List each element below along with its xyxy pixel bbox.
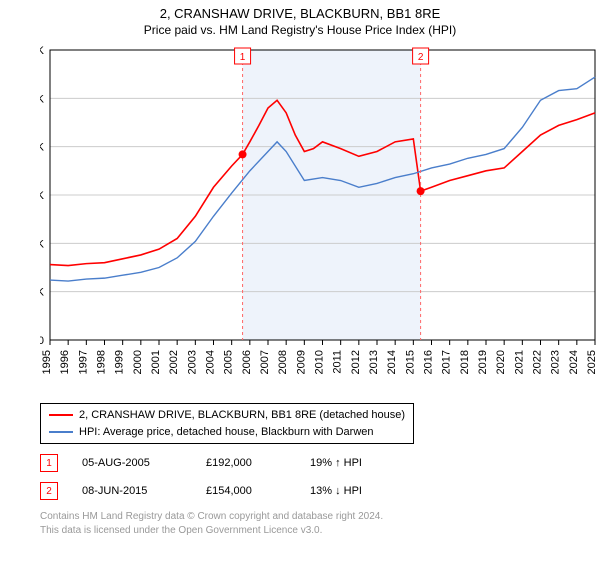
svg-text:2023: 2023 [550,350,562,374]
footer-line-2: This data is licensed under the Open Gov… [40,524,600,538]
svg-text:2011: 2011 [332,350,344,374]
footer: Contains HM Land Registry data © Crown c… [40,510,600,538]
svg-text:£150K: £150K [40,190,45,202]
svg-text:2001: 2001 [150,350,162,374]
svg-text:2024: 2024 [568,350,580,374]
legend-swatch-price-paid [49,414,73,416]
legend-item-price-paid: 2, CRANSHAW DRIVE, BLACKBURN, BB1 8RE (d… [49,407,405,424]
svg-text:2004: 2004 [205,350,217,374]
svg-text:2020: 2020 [495,350,507,374]
svg-text:2008: 2008 [277,350,289,374]
svg-text:2019: 2019 [477,350,489,374]
sale-marker-1: 1 [40,454,58,472]
footer-line-1: Contains HM Land Registry data © Crown c… [40,510,600,524]
sale-marker-2-num: 2 [46,486,52,497]
sale-date-1: 05-AUG-2005 [82,457,182,469]
sale-delta-2: 13% ↓ HPI [310,485,362,497]
svg-text:2003: 2003 [186,350,198,374]
price-chart: £0 £50K £100K £150K £200K £250K £300K 1995 1996 1… [40,45,600,395]
svg-text:2012: 2012 [350,350,362,374]
sale-marker-1-num: 1 [46,458,52,469]
svg-text:1: 1 [240,52,246,63]
svg-text:1995: 1995 [41,350,53,374]
svg-text:£200K: £200K [40,142,45,154]
svg-text:2002: 2002 [168,350,180,374]
legend-label-hpi: HPI: Average price, detached house, Blac… [79,424,374,441]
svg-text:2000: 2000 [132,350,144,374]
sale-price-1: £192,000 [206,457,286,469]
svg-text:2007: 2007 [259,350,271,374]
svg-text:2025: 2025 [586,350,598,374]
legend-swatch-hpi [49,431,73,433]
sale-row-1: 1 05-AUG-2005 £192,000 19% ↑ HPI [40,454,600,472]
svg-text:£0: £0 [40,335,44,347]
sale-marker-2: 2 [40,482,58,500]
svg-text:2006: 2006 [241,350,253,374]
svg-text:1997: 1997 [77,350,89,374]
chart-subtitle: Price paid vs. HM Land Registry's House … [0,23,600,37]
chart-area: £0 £50K £100K £150K £200K £250K £300K 1995 1996 1… [40,45,600,395]
svg-text:2022: 2022 [532,350,544,374]
legend-label-price-paid: 2, CRANSHAW DRIVE, BLACKBURN, BB1 8RE (d… [79,407,405,424]
svg-text:£250K: £250K [40,93,45,105]
svg-text:2010: 2010 [314,350,326,374]
sale-price-2: £154,000 [206,485,286,497]
svg-text:2016: 2016 [423,350,435,374]
sale-delta-1: 19% ↑ HPI [310,457,362,469]
sale-date-2: 08-JUN-2015 [82,485,182,497]
svg-text:2018: 2018 [459,350,471,374]
svg-text:2014: 2014 [386,350,398,374]
svg-text:2017: 2017 [441,350,453,374]
sale-row-2: 2 08-JUN-2015 £154,000 13% ↓ HPI [40,482,600,500]
svg-text:£300K: £300K [40,45,45,57]
svg-text:2021: 2021 [513,350,525,374]
svg-text:1999: 1999 [114,350,126,374]
svg-text:1998: 1998 [96,350,108,374]
chart-title: 2, CRANSHAW DRIVE, BLACKBURN, BB1 8RE [0,6,600,21]
svg-text:2: 2 [418,52,424,63]
legend: 2, CRANSHAW DRIVE, BLACKBURN, BB1 8RE (d… [40,403,414,444]
svg-text:£100K: £100K [40,238,45,250]
svg-text:£50K: £50K [40,287,45,299]
svg-text:1996: 1996 [59,350,71,374]
legend-item-hpi: HPI: Average price, detached house, Blac… [49,424,405,441]
svg-text:2015: 2015 [404,350,416,374]
svg-text:2009: 2009 [295,350,307,374]
svg-text:2013: 2013 [368,350,380,374]
svg-text:2005: 2005 [223,350,235,374]
